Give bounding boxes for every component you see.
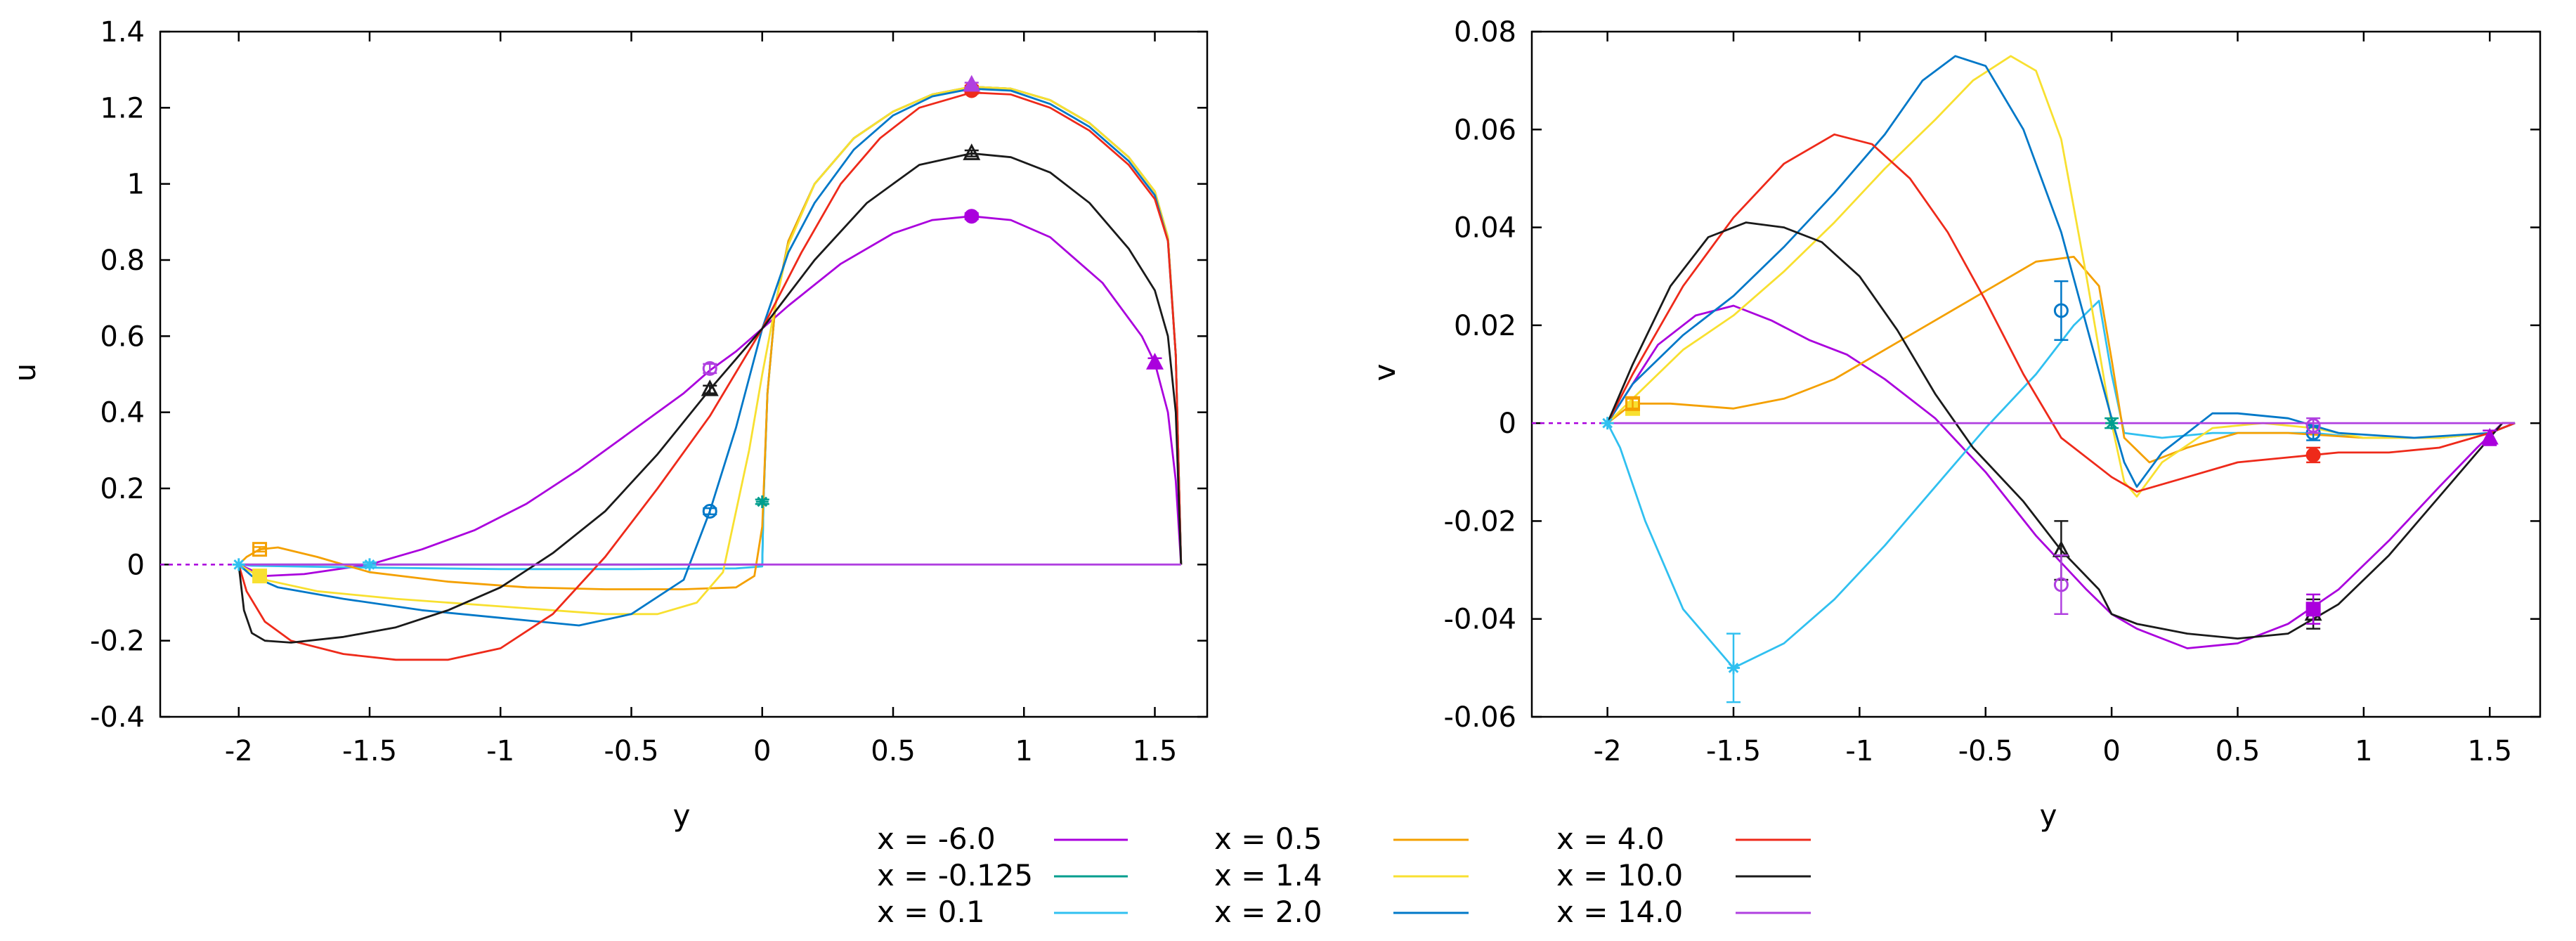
v-x-tick-label: 0 (2102, 735, 2120, 767)
u-y-tick-label: 1 (127, 169, 145, 201)
u-y-tick-label: 0.8 (100, 245, 145, 277)
u-x-tick-label: -1.5 (342, 735, 397, 767)
u-plot-y-axis-label: u (8, 363, 42, 382)
u-series-line (238, 87, 1183, 627)
u-x-tick-label: 0.5 (871, 735, 916, 767)
u-data-point (232, 558, 245, 571)
v-data-point (2053, 303, 2069, 318)
u-y-tick-label: 0 (127, 549, 145, 581)
v-data-point (2305, 447, 2321, 462)
v-x-tick-label: 1 (2355, 735, 2372, 767)
v-series-line (1606, 133, 2516, 493)
legend-label: x = 1.4 (1214, 858, 1322, 893)
v-data-point (1601, 417, 1614, 430)
v-y-tick-label: 0.08 (1454, 16, 1516, 48)
v-y-tick-label: -0.06 (1444, 701, 1517, 734)
legend-label: x = 14.0 (1556, 895, 1683, 929)
v-plot-frame (1530, 30, 2542, 718)
legend-label: x = 0.5 (1214, 822, 1322, 856)
legend-label: x = 10.0 (1556, 858, 1683, 893)
v-y-tick-label: -0.02 (1444, 505, 1517, 538)
u-series-line (238, 152, 1183, 644)
v-velocity-plot: -2 -1.5 -1 -0.5 0 0.5 1 1.5 -0.06 -0.04 -0.02 0 0.02… (1444, 16, 2542, 767)
legend-label: x = 0.1 (877, 895, 985, 929)
v-y-tick-label: 0.04 (1454, 212, 1516, 245)
u-data-point (702, 361, 717, 376)
u-data-point (252, 569, 268, 584)
u-y-tick-label: -0.2 (90, 625, 145, 658)
u-x-tick-label: 0 (753, 735, 771, 767)
v-plot-x-axis-label: y (2040, 798, 2057, 833)
v-data-point (1625, 396, 1640, 411)
v-data-point (2480, 427, 2499, 445)
u-data-point (363, 558, 376, 571)
v-data-point (1727, 661, 1740, 675)
u-x-tick-label: -1 (486, 735, 514, 767)
v-x-tick-label: -2 (1594, 735, 1622, 767)
v-data-point (2305, 602, 2321, 617)
v-x-tick-label: 0.5 (2216, 735, 2260, 767)
v-x-tick-label: -1.5 (1706, 735, 1761, 767)
u-x-tick-label: 1 (1015, 735, 1033, 767)
u-velocity-plot: -2 -1.5 -1 -0.5 0 0.5 1 1.5 -0.4 -0.2 0 0.2 0.4 0.6 0.… (90, 16, 1209, 767)
v-plot-y-axis-label: v (1367, 364, 1402, 382)
u-data-point (755, 495, 769, 508)
v-x-tick-label: -1 (1845, 735, 1873, 767)
legend-label: x = -0.125 (877, 858, 1033, 893)
u-x-tick-label: 1.5 (1133, 735, 1178, 767)
v-data-point (2053, 577, 2069, 592)
v-series-line (1606, 55, 2516, 488)
v-y-tick-label: -0.04 (1444, 604, 1517, 636)
v-y-tick-label: 0.06 (1454, 114, 1516, 146)
u-data-point (963, 74, 981, 92)
legend-label: x = -6.0 (877, 822, 996, 856)
v-y-tick-label: 0.02 (1454, 310, 1516, 342)
u-x-tick-label: -0.5 (604, 735, 658, 767)
u-y-tick-label: 1.4 (100, 16, 145, 48)
u-x-tick-label: -2 (225, 735, 253, 767)
v-series-line (1606, 55, 2516, 498)
u-y-tick-label: -0.4 (90, 701, 145, 734)
legend-label: x = 4.0 (1556, 822, 1665, 856)
u-data-point (701, 379, 719, 396)
u-series-line (238, 91, 1183, 661)
v-series-line (1606, 299, 2516, 669)
v-x-tick-label: -0.5 (1958, 735, 2013, 767)
u-series-group (160, 86, 1183, 661)
u-data-point (252, 542, 268, 557)
u-plot-frame (159, 30, 1209, 718)
u-data-point (702, 504, 717, 519)
u-y-tick-label: 0.2 (100, 473, 145, 505)
legend-label: x = 2.0 (1214, 895, 1322, 929)
u-plot-x-axis-label: y (673, 798, 691, 833)
v-data-point (2305, 418, 2321, 434)
u-data-point (963, 143, 981, 160)
u-data-point (1146, 353, 1164, 370)
u-y-tick-label: 0.6 (100, 320, 145, 353)
legend: x = -6.0 x = -0.125 x = 0.1 x = 0.5 x = … (877, 822, 1811, 929)
u-y-tick-label: 1.2 (100, 92, 145, 124)
v-x-tick-label: 1.5 (2467, 735, 2512, 767)
u-data-point (964, 209, 980, 224)
v-data-point (2105, 417, 2119, 430)
u-series-line (238, 86, 1183, 616)
v-y-tick-label: 0 (1499, 408, 1516, 440)
u-y-tick-label: 0.4 (100, 397, 145, 429)
